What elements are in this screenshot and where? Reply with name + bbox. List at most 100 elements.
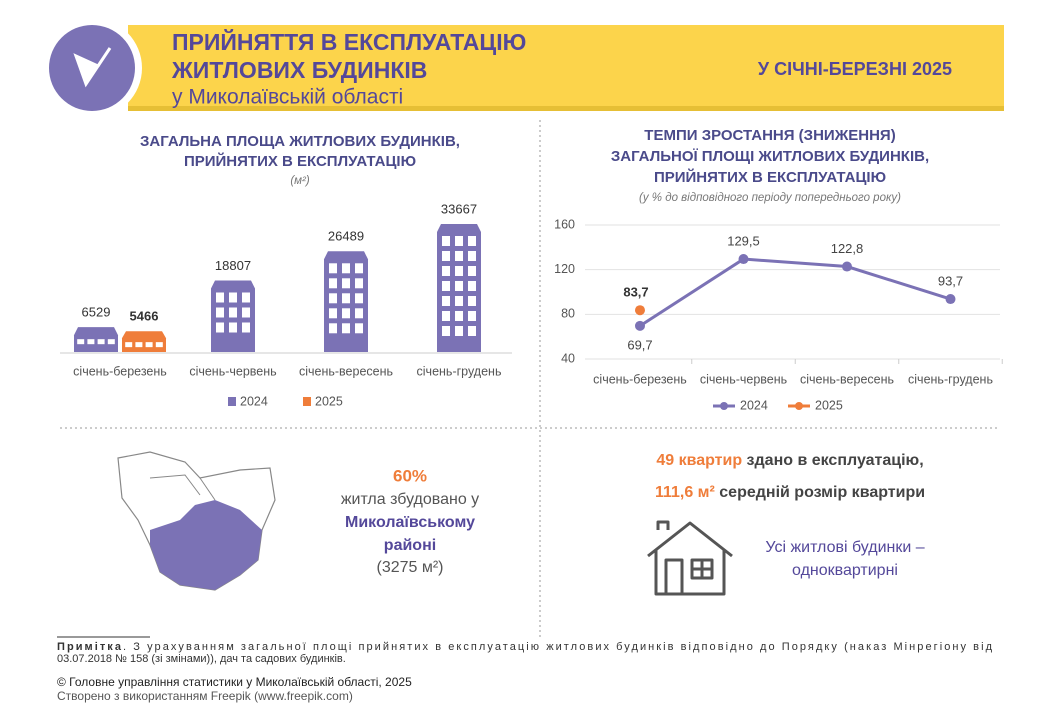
value-label: 83,7 bbox=[623, 285, 648, 300]
window bbox=[342, 323, 350, 334]
house-icon bbox=[647, 520, 733, 596]
trowel-icon bbox=[73, 47, 112, 88]
value-label: 69,7 bbox=[627, 337, 652, 352]
window bbox=[242, 292, 250, 303]
window bbox=[77, 339, 85, 345]
bar-unit: (м²) bbox=[290, 175, 310, 187]
size-text: середній розмір квартири bbox=[715, 484, 925, 501]
x-tick-label: січень-вересень bbox=[800, 372, 894, 386]
bar-title: ЗАГАЛЬНА ПЛОЩА ЖИТЛОВИХ БУДИНКІВ, bbox=[140, 133, 460, 150]
legend-label: 2025 bbox=[315, 394, 343, 408]
window bbox=[342, 263, 350, 274]
window bbox=[87, 339, 95, 345]
line-title: ПРИЙНЯТИХ В ЕКСПЛУАТАЦІЮ bbox=[654, 168, 886, 186]
window bbox=[455, 296, 463, 306]
window bbox=[455, 326, 463, 336]
map-region bbox=[150, 500, 262, 590]
window bbox=[342, 278, 350, 289]
point bbox=[635, 305, 645, 316]
window bbox=[329, 278, 337, 289]
value-label: 6529 bbox=[82, 305, 111, 320]
window bbox=[216, 307, 224, 318]
y-tick-label: 40 bbox=[561, 351, 575, 365]
value-label: 18807 bbox=[215, 258, 251, 273]
apartments-count: 49 квартир здано в експлуатацію, bbox=[656, 452, 923, 469]
window bbox=[355, 293, 363, 304]
window bbox=[442, 296, 450, 306]
window bbox=[355, 263, 363, 274]
window bbox=[329, 323, 337, 334]
apartments-size: 111,6 м² середній розмір квартири bbox=[655, 484, 925, 501]
header-shadow bbox=[128, 106, 1004, 111]
legend-label: 2025 bbox=[815, 398, 843, 412]
y-tick-label: 120 bbox=[554, 262, 575, 276]
window bbox=[342, 293, 350, 304]
point bbox=[738, 254, 749, 265]
subtitle: у Миколаївській області bbox=[172, 86, 403, 109]
point bbox=[945, 294, 956, 305]
window bbox=[442, 251, 450, 261]
window bbox=[455, 281, 463, 291]
window bbox=[468, 311, 476, 321]
footnote-line: 03.07.2018 № 158 (зі змінами)), дач та с… bbox=[57, 653, 346, 665]
y-tick-label: 160 bbox=[554, 217, 575, 231]
window bbox=[442, 311, 450, 321]
region-text: Миколаївському bbox=[345, 514, 475, 531]
legend-swatch bbox=[303, 397, 311, 406]
house-note: одноквартирні bbox=[792, 562, 898, 579]
value-label: 93,7 bbox=[938, 273, 963, 288]
map-borders bbox=[149, 474, 216, 501]
window bbox=[442, 326, 450, 336]
line-title: ТЕМПИ ЗРОСТАННЯ (ЗНИЖЕННЯ) bbox=[644, 127, 895, 144]
window bbox=[135, 342, 143, 348]
bar-title: ПРИЙНЯТИХ В ЕКСПЛУАТАЦІЮ bbox=[184, 152, 416, 170]
size: 111,6 м² bbox=[655, 484, 715, 501]
footnote-line: Примітка. З урахуванням загальної площі … bbox=[57, 641, 993, 653]
window bbox=[242, 307, 250, 318]
window bbox=[355, 278, 363, 289]
window bbox=[329, 308, 337, 319]
region-text: житла збудовано у bbox=[341, 491, 479, 508]
value-label: 26489 bbox=[328, 229, 364, 244]
window bbox=[468, 326, 476, 336]
footnote-text: . З урахуванням загальної площі прийняти… bbox=[123, 641, 993, 653]
title-line2: ЖИТЛОВИХ БУДИНКІВ bbox=[171, 57, 427, 83]
legend-dot bbox=[795, 402, 803, 410]
value-label: 122,8 bbox=[831, 241, 864, 256]
window bbox=[329, 263, 337, 274]
count-text: здано в експлуатацію, bbox=[742, 452, 924, 469]
x-tick-label: січень-березень bbox=[593, 372, 687, 386]
window bbox=[329, 293, 337, 304]
x-tick-label: січень-червень bbox=[700, 372, 787, 386]
window bbox=[107, 339, 115, 345]
credit: Створено з використанням Freepik (www.fr… bbox=[57, 689, 353, 703]
y-tick-label: 80 bbox=[561, 307, 575, 321]
region-area: (3275 м²) bbox=[376, 559, 443, 576]
window bbox=[455, 251, 463, 261]
point bbox=[635, 320, 645, 331]
line-title: ЗАГАЛЬНОЇ ПЛОЩІ ЖИТЛОВИХ БУДИНКІВ, bbox=[611, 148, 929, 165]
value-label: 5466 bbox=[130, 309, 159, 324]
window bbox=[455, 311, 463, 321]
legend-label: 2024 bbox=[240, 394, 268, 408]
footnote-label: Примітка bbox=[57, 641, 122, 653]
window bbox=[97, 339, 105, 345]
header-band bbox=[128, 25, 1004, 111]
window bbox=[442, 236, 450, 246]
window bbox=[442, 266, 450, 276]
x-tick-label: січень-червень bbox=[189, 364, 276, 378]
count: 49 квартир bbox=[656, 452, 742, 469]
series-line bbox=[639, 257, 951, 328]
point bbox=[842, 261, 852, 272]
window bbox=[355, 308, 363, 319]
window bbox=[455, 236, 463, 246]
window bbox=[229, 322, 237, 333]
value-label: 129,5 bbox=[727, 233, 760, 248]
window bbox=[455, 266, 463, 276]
legend-swatch bbox=[228, 397, 236, 406]
value-label: 33667 bbox=[441, 201, 477, 216]
window bbox=[155, 342, 163, 348]
legend-dot bbox=[720, 402, 728, 410]
x-tick-label: січень-грудень bbox=[908, 372, 993, 386]
